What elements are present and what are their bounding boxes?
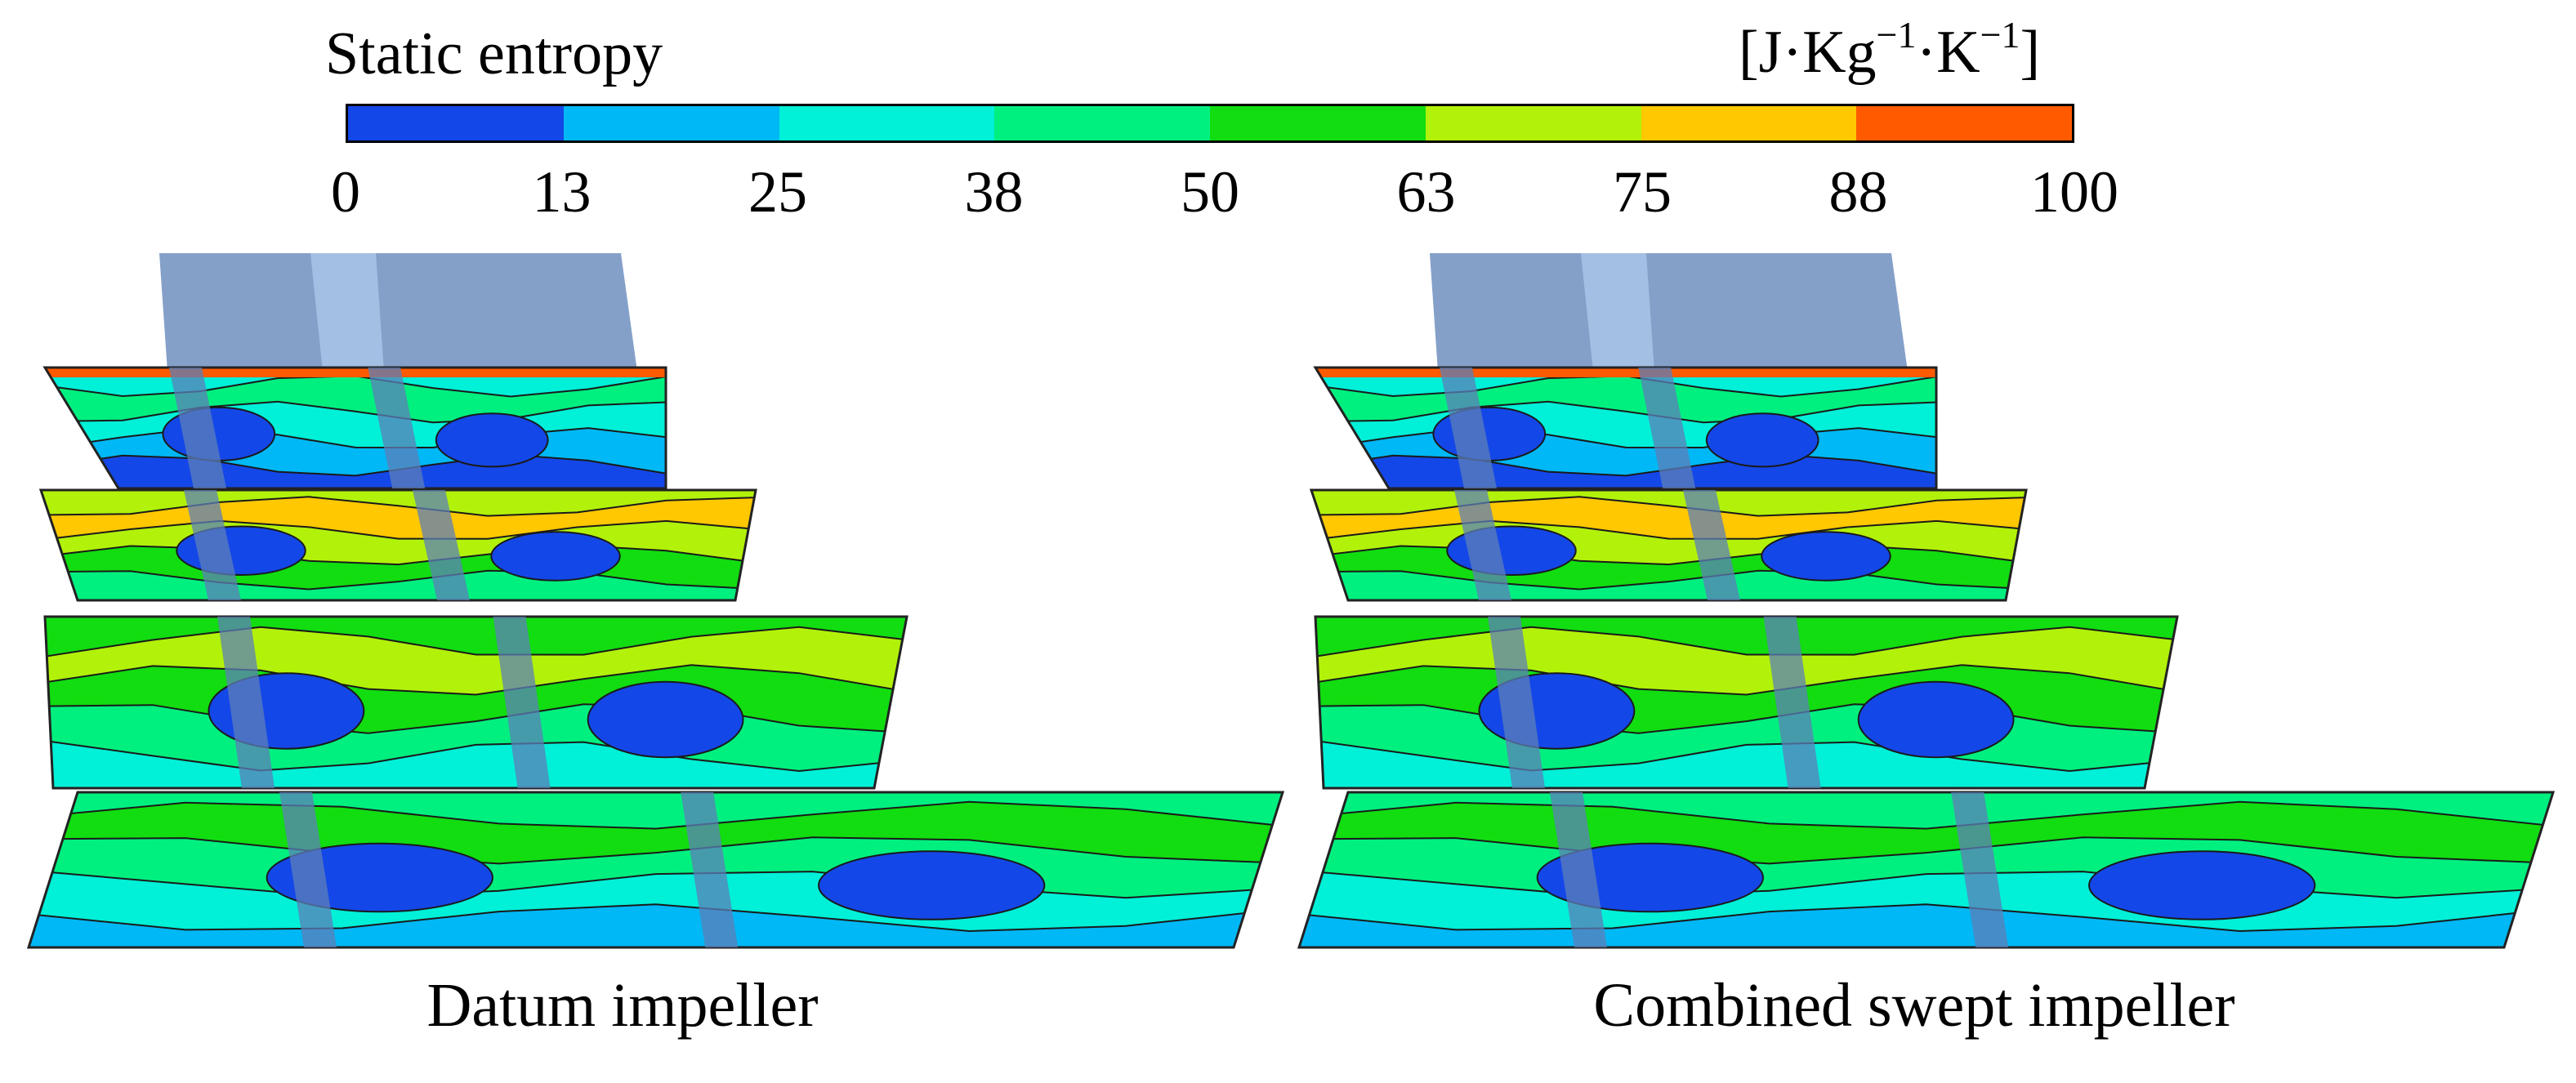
blade-passage — [1581, 253, 1654, 372]
colorbar-tick-label: 25 — [748, 159, 807, 225]
blade-passage — [310, 253, 384, 372]
blade-section — [1683, 490, 1740, 600]
colorbar-segment — [1425, 106, 1641, 140]
entropy-contour-panels — [26, 253, 2556, 949]
blade-section — [169, 368, 226, 488]
colorbar-segment — [779, 106, 995, 140]
unit-end: ] — [2020, 19, 2041, 86]
blade-section — [413, 490, 470, 600]
contour-band — [29, 903, 1283, 947]
colorbar-tick-label: 88 — [1828, 159, 1888, 225]
colorbar-tick-label: 75 — [1613, 159, 1672, 225]
contour-pocket — [435, 412, 549, 468]
colorbar-tick-label: 0 — [331, 159, 360, 225]
surface-outline — [43, 615, 909, 790]
colorbar-segment — [994, 106, 1210, 140]
surface-outline — [1309, 488, 2028, 602]
legend-title: Static entropy — [325, 20, 663, 87]
blade-shroud — [1430, 253, 1908, 372]
caption-combined-swept-impeller: Combined swept impeller — [1593, 971, 2235, 1040]
contour-band — [1299, 903, 2553, 947]
surface-layer-top — [1315, 368, 1936, 488]
surface-outline — [1313, 366, 1938, 490]
colorbar-segment — [1641, 106, 1857, 140]
surface-layer-bottom — [1299, 792, 2553, 947]
surface-outline — [26, 791, 1285, 949]
colorbar — [346, 104, 2074, 143]
contour-pocket — [1761, 531, 1891, 582]
surface-outline — [42, 366, 667, 490]
unit-exponent-1: −1 — [1876, 14, 1917, 56]
blade-shroud — [159, 253, 637, 372]
colorbar-tick-label: 38 — [964, 159, 1024, 225]
colorbar-tick-label: 63 — [1396, 159, 1456, 225]
surface-outline — [1297, 791, 2556, 949]
colorbar-segment — [563, 106, 779, 140]
contour-pocket — [2088, 850, 2316, 920]
blade-section — [1488, 617, 1545, 788]
contour-pocket — [587, 680, 744, 759]
colorbar-ticks: 0 13 25 38 50 63 75 88 100 — [0, 0, 2576, 229]
colorbar-segment — [1210, 106, 1426, 140]
blade-section — [493, 617, 551, 788]
colorbar-tick-label: 50 — [1181, 159, 1239, 225]
combined-swept-impeller-view — [1297, 253, 2556, 949]
blade-section — [1638, 368, 1696, 488]
surface-layer-2 — [41, 490, 756, 600]
blade-section — [184, 490, 241, 600]
contour-pocket — [1705, 412, 1819, 468]
blade-section — [279, 792, 337, 947]
surface-layer-bottom — [29, 792, 1283, 947]
surface-outline — [38, 488, 757, 602]
blade-section — [217, 617, 275, 788]
blade-section — [1951, 792, 2009, 947]
tip-high-entropy — [1315, 368, 1936, 377]
colorbar-segment — [1856, 106, 2072, 140]
blade-section — [1440, 368, 1497, 488]
legend-unit: [J·Kg−1·K−1] — [1739, 15, 2040, 90]
contour-pocket — [1857, 680, 2015, 759]
blade-section — [1763, 617, 1821, 788]
blade-section — [681, 792, 739, 947]
blade-section — [1550, 792, 1607, 947]
contour-pocket — [818, 850, 1046, 920]
unit-mid: ·K — [1916, 19, 1980, 86]
unit-base: [J·Kg — [1739, 19, 1877, 86]
colorbar-tick-label: 13 — [532, 159, 592, 225]
surface-layer-top — [45, 368, 666, 488]
unit-exponent-2: −1 — [1980, 14, 2020, 56]
surface-layer-2 — [1311, 490, 2026, 600]
surface-layer-3 — [1315, 617, 2177, 788]
blade-section — [1454, 490, 1511, 600]
contour-pocket — [490, 531, 621, 582]
colorbar-segment — [348, 106, 564, 140]
tip-high-entropy — [45, 368, 666, 377]
caption-datum-impeller: Datum impeller — [426, 971, 819, 1040]
blade-section — [368, 368, 426, 488]
colorbar-tick-label: 100 — [2030, 159, 2118, 225]
surface-layer-3 — [45, 617, 907, 788]
surface-outline — [1314, 615, 2179, 790]
datum-impeller-view — [26, 253, 1285, 949]
